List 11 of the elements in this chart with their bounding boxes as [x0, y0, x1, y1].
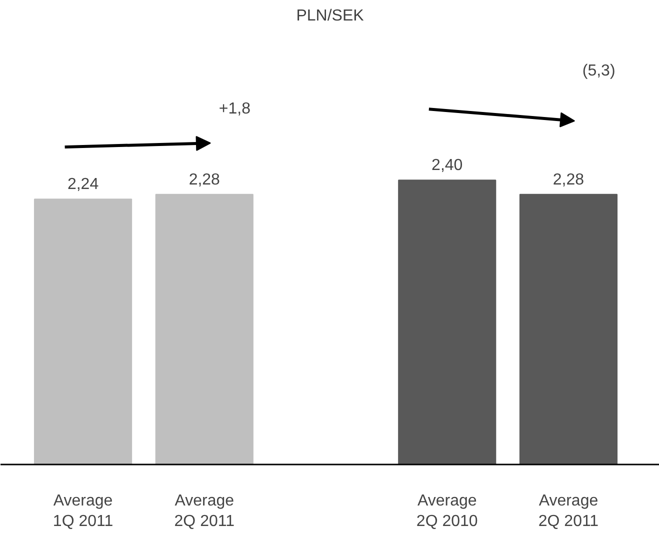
chart-title: PLN/SEK — [296, 8, 364, 24]
data-label: 2,28 — [188, 171, 220, 188]
text: +1,8 — [218, 100, 251, 118]
x-tick-label: Average 2Q 2011 — [174, 492, 235, 530]
x-tick-label: Average 2Q 2010 — [416, 492, 478, 530]
data-label: 2,40 — [432, 157, 463, 174]
text: (5,3) — [582, 62, 616, 80]
x-tick-label: Average 2Q 2011 — [538, 492, 599, 530]
data-label: 2,28 — [552, 171, 584, 188]
data-label: 2,24 — [67, 176, 99, 194]
x-tick-label: Average 1Q 2011 — [52, 492, 114, 530]
